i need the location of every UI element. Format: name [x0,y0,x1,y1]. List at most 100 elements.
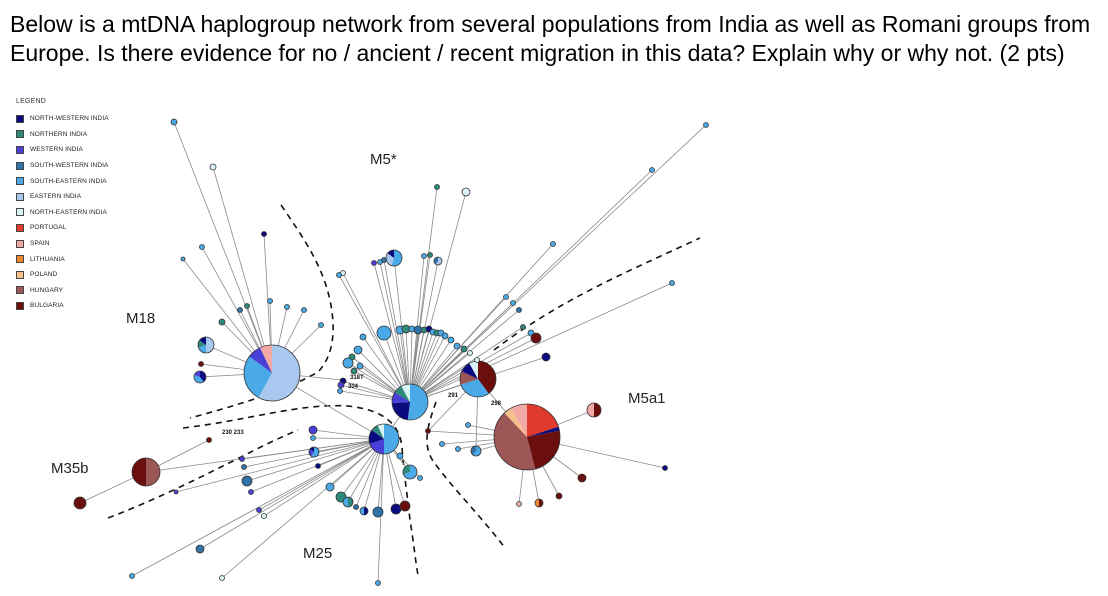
haplotype-node [206,437,212,443]
node-slice [241,475,253,487]
node-slice [129,573,135,579]
legend-item: POLAND [16,267,109,283]
node-slice [260,345,272,373]
haplotype-node [520,324,526,330]
legend-label: SOUTH-WESTERN INDIA [30,162,109,170]
haplotype-node [427,252,433,258]
node-slice [267,298,273,304]
legend-item: WESTERN INDIA [16,142,109,158]
haplotype-node [173,489,179,495]
haplotype-node [131,457,161,487]
cluster-boundary [426,401,506,549]
node-slice [401,384,410,402]
node-slice [308,425,318,435]
node-slice [376,325,392,341]
haplotype-node [241,475,253,487]
node-slice [511,404,527,437]
node-slice [360,507,364,515]
haplotype-node [180,256,186,262]
node-slice [662,465,668,471]
haplotype-node [267,298,273,304]
legend-item: EASTERN INDIA [16,189,109,205]
legend-swatch [16,145,24,154]
node-slice [530,332,542,344]
legend-label: SPAIN [30,240,50,248]
node-slice [384,424,399,454]
legend-title: LEGEND [16,98,46,105]
network-edge [145,438,385,473]
node-outline [131,457,161,487]
haplotype-node [301,307,307,313]
haplotype-node [453,342,461,350]
node-slice [198,361,204,367]
haplotype-node [199,244,205,250]
node-slice [447,336,455,344]
legend-label: SOUTH-EASTERN INDIA [30,177,107,185]
cluster-label-m35b: M35b [51,460,89,477]
network-edge [258,438,385,511]
haplotype-node [703,122,709,128]
node-outline [402,464,418,480]
node-slice [394,386,410,402]
network-labels: M5* M18 M5a1 M35b M25 318T 304 291 298 2… [51,151,666,562]
node-outline [534,498,544,508]
node-outline [391,383,429,421]
node-slice [439,441,445,447]
haplotype-node [421,253,427,259]
node-slice [541,352,551,362]
haplotype-node [577,473,587,483]
node-slice [425,428,431,434]
node-slice [248,489,254,495]
haplotype-node [218,318,226,326]
node-label-298: 298 [491,401,502,407]
node-slice [402,465,410,475]
cluster-boundary [107,429,299,519]
legend-item: NORTHERN INDIA [16,127,109,143]
node-slice [239,456,245,462]
node-slice [206,437,212,443]
haplotype-node [256,507,262,513]
haplotype-node [474,357,480,363]
node-label-318t: 318T [350,375,364,381]
node-outline [586,402,602,418]
node-outline [308,446,320,458]
haplotype-node [244,303,250,309]
legend-label: BULGARIA [30,302,64,310]
node-slice [371,260,377,266]
node-slice [703,122,709,128]
node-slice [399,500,411,512]
node-slice [241,464,247,470]
node-slice [392,392,410,404]
node-slice [516,307,522,313]
node-slice [386,253,394,266]
haplotype-node [371,260,377,266]
legend-swatch [16,223,24,232]
node-outline [197,336,215,354]
haplotype-node [315,463,321,469]
haplotype-node [465,422,471,428]
node-outline [493,403,561,471]
node-slice [194,371,200,377]
node-slice [73,496,87,510]
legend-item: LITHUANIA [16,251,109,267]
legend-item: NORTH-EASTERN INDIA [16,205,109,221]
node-slice [461,187,471,197]
node-slice [535,499,539,507]
node-slice [310,435,316,441]
node-slice [577,473,587,483]
node-slice [195,544,205,554]
node-slice [194,375,204,383]
haplotype-node [503,294,509,300]
legend-items: NORTH-WESTERN INDIA NORTHERN INDIA WESTERN… [16,111,109,314]
haplotype-node [381,257,387,263]
haplotype-node [455,446,461,452]
haplotype-node [197,336,215,354]
haplotype-node [441,332,449,340]
legend-label: EASTERN INDIA [30,193,82,201]
cluster-label-m5a1: M5a1 [628,390,666,407]
haplotype-node [375,580,381,586]
haplotype-node [390,503,402,515]
legend-swatch [16,255,24,264]
legend-item: SOUTH-EASTERN INDIA [16,173,109,189]
node-slice [309,449,314,457]
